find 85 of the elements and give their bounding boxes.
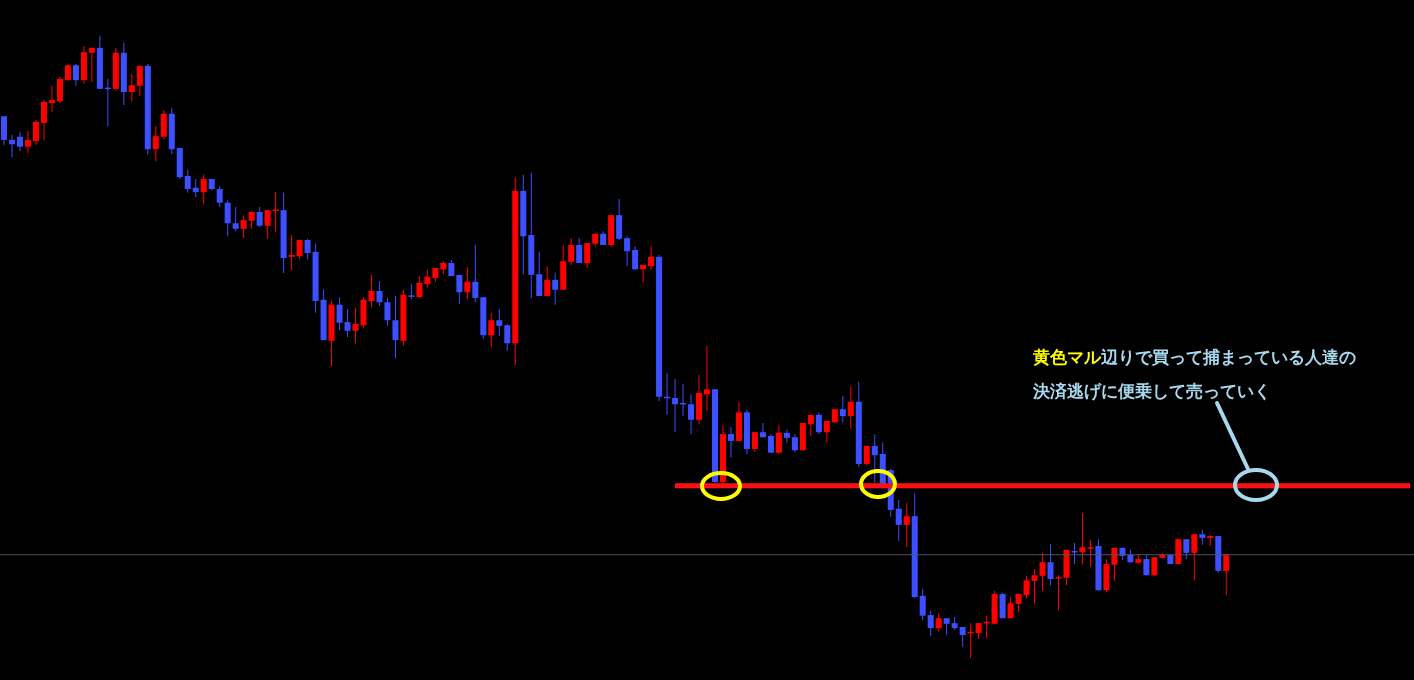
- candlestick: [496, 308, 503, 337]
- candlestick: [1, 115, 7, 146]
- candlestick: [759, 422, 766, 439]
- candlestick: [392, 295, 399, 359]
- candlestick: [568, 237, 575, 266]
- candlestick: [288, 234, 295, 271]
- candlestick: [456, 274, 463, 305]
- candlestick: [783, 429, 790, 444]
- candlestick: [192, 178, 199, 198]
- candlestick: [56, 76, 63, 104]
- candlestick: [672, 378, 679, 433]
- candlestick: [791, 433, 798, 453]
- candlestick: [1087, 539, 1094, 568]
- candlestick: [576, 237, 583, 264]
- candlestick: [240, 214, 247, 239]
- candlestick: [903, 502, 910, 548]
- candlestick: [8, 134, 15, 158]
- candlestick: [48, 85, 55, 113]
- candlestick: [584, 242, 591, 269]
- candlestick: [296, 239, 303, 260]
- candlestick: [200, 174, 207, 205]
- candlestick: [384, 297, 391, 327]
- candlestick: [1223, 553, 1230, 596]
- candlestick: [704, 345, 711, 412]
- candlestick: [464, 266, 471, 300]
- candlestick: [1047, 543, 1054, 586]
- candlestick: [919, 588, 926, 621]
- candlestick: [224, 199, 231, 237]
- candlestick: [248, 210, 255, 230]
- candlestick: [376, 280, 383, 307]
- candlestick: [648, 245, 655, 271]
- annotation: 辺りで買って捕まっている人達の: [1101, 347, 1356, 367]
- candlestick: [552, 272, 559, 306]
- candlestick: [1039, 552, 1046, 592]
- candlestick: [256, 206, 263, 228]
- candlestick: [624, 235, 631, 267]
- candlestick: [1183, 538, 1190, 560]
- candlestick: [32, 119, 39, 146]
- candlestick: [616, 198, 623, 241]
- candlestick: [184, 169, 191, 194]
- candlestick: [927, 610, 934, 637]
- candlestick: [152, 125, 159, 162]
- candlestick: [1071, 542, 1078, 565]
- candlestick: [1111, 547, 1118, 582]
- candlestick: [504, 323, 511, 352]
- candlestick: [344, 308, 351, 338]
- candlestick: [136, 65, 143, 97]
- candlestick: [88, 47, 95, 83]
- candlestick: [472, 244, 479, 303]
- candlestick: [336, 296, 343, 331]
- candlestick: [72, 63, 79, 87]
- candlestick: [751, 431, 758, 453]
- candlestick: [416, 275, 423, 299]
- candlestick: [871, 434, 878, 484]
- candlestick: [1191, 533, 1198, 581]
- candlestick: [815, 411, 822, 435]
- candlestick: [216, 185, 223, 208]
- candlestick: [727, 426, 734, 459]
- candlestick: [847, 385, 854, 430]
- candlestick: [1023, 575, 1030, 600]
- candlestick: [264, 209, 271, 240]
- candlestick: [823, 420, 830, 444]
- candlestick: [775, 424, 782, 455]
- candlestick: [632, 245, 639, 271]
- candlestick: [767, 433, 774, 454]
- candlestick: [232, 206, 239, 232]
- candlestick: [536, 251, 543, 297]
- annotation: 黄色マル: [1033, 347, 1101, 367]
- annotation: 決済逃げに便乗して売っていく: [1033, 380, 1272, 403]
- candlestick: [544, 265, 551, 297]
- candlestick: [935, 612, 942, 633]
- candlestick: [1031, 568, 1038, 604]
- candlestick: [488, 312, 495, 348]
- candlestick: [1151, 556, 1158, 577]
- candlestick: [688, 393, 695, 435]
- candlestick: [839, 395, 846, 423]
- candlestick: [895, 499, 902, 542]
- candlestick: [16, 131, 23, 152]
- candlestick: [368, 274, 375, 308]
- candlestick: [160, 109, 167, 140]
- candlestick: [1079, 512, 1086, 565]
- candlestick: [304, 238, 311, 260]
- candlestick: [40, 99, 47, 141]
- candlestick: [128, 73, 135, 102]
- candlestick: [24, 130, 31, 154]
